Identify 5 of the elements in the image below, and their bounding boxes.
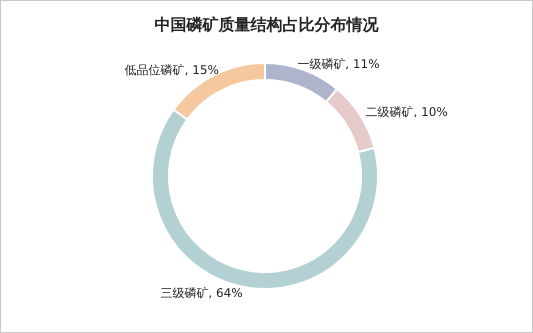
- slice-label: 低品位磷矿, 15%: [124, 62, 219, 77]
- chart-title: 中国磷矿质量结构占比分布情况: [154, 16, 380, 34]
- slice-label: 二级磷矿, 10%: [365, 105, 448, 120]
- slice-label: 三级磷矿, 64%: [160, 286, 243, 300]
- slice-label: 一级磷矿, 11%: [297, 57, 380, 72]
